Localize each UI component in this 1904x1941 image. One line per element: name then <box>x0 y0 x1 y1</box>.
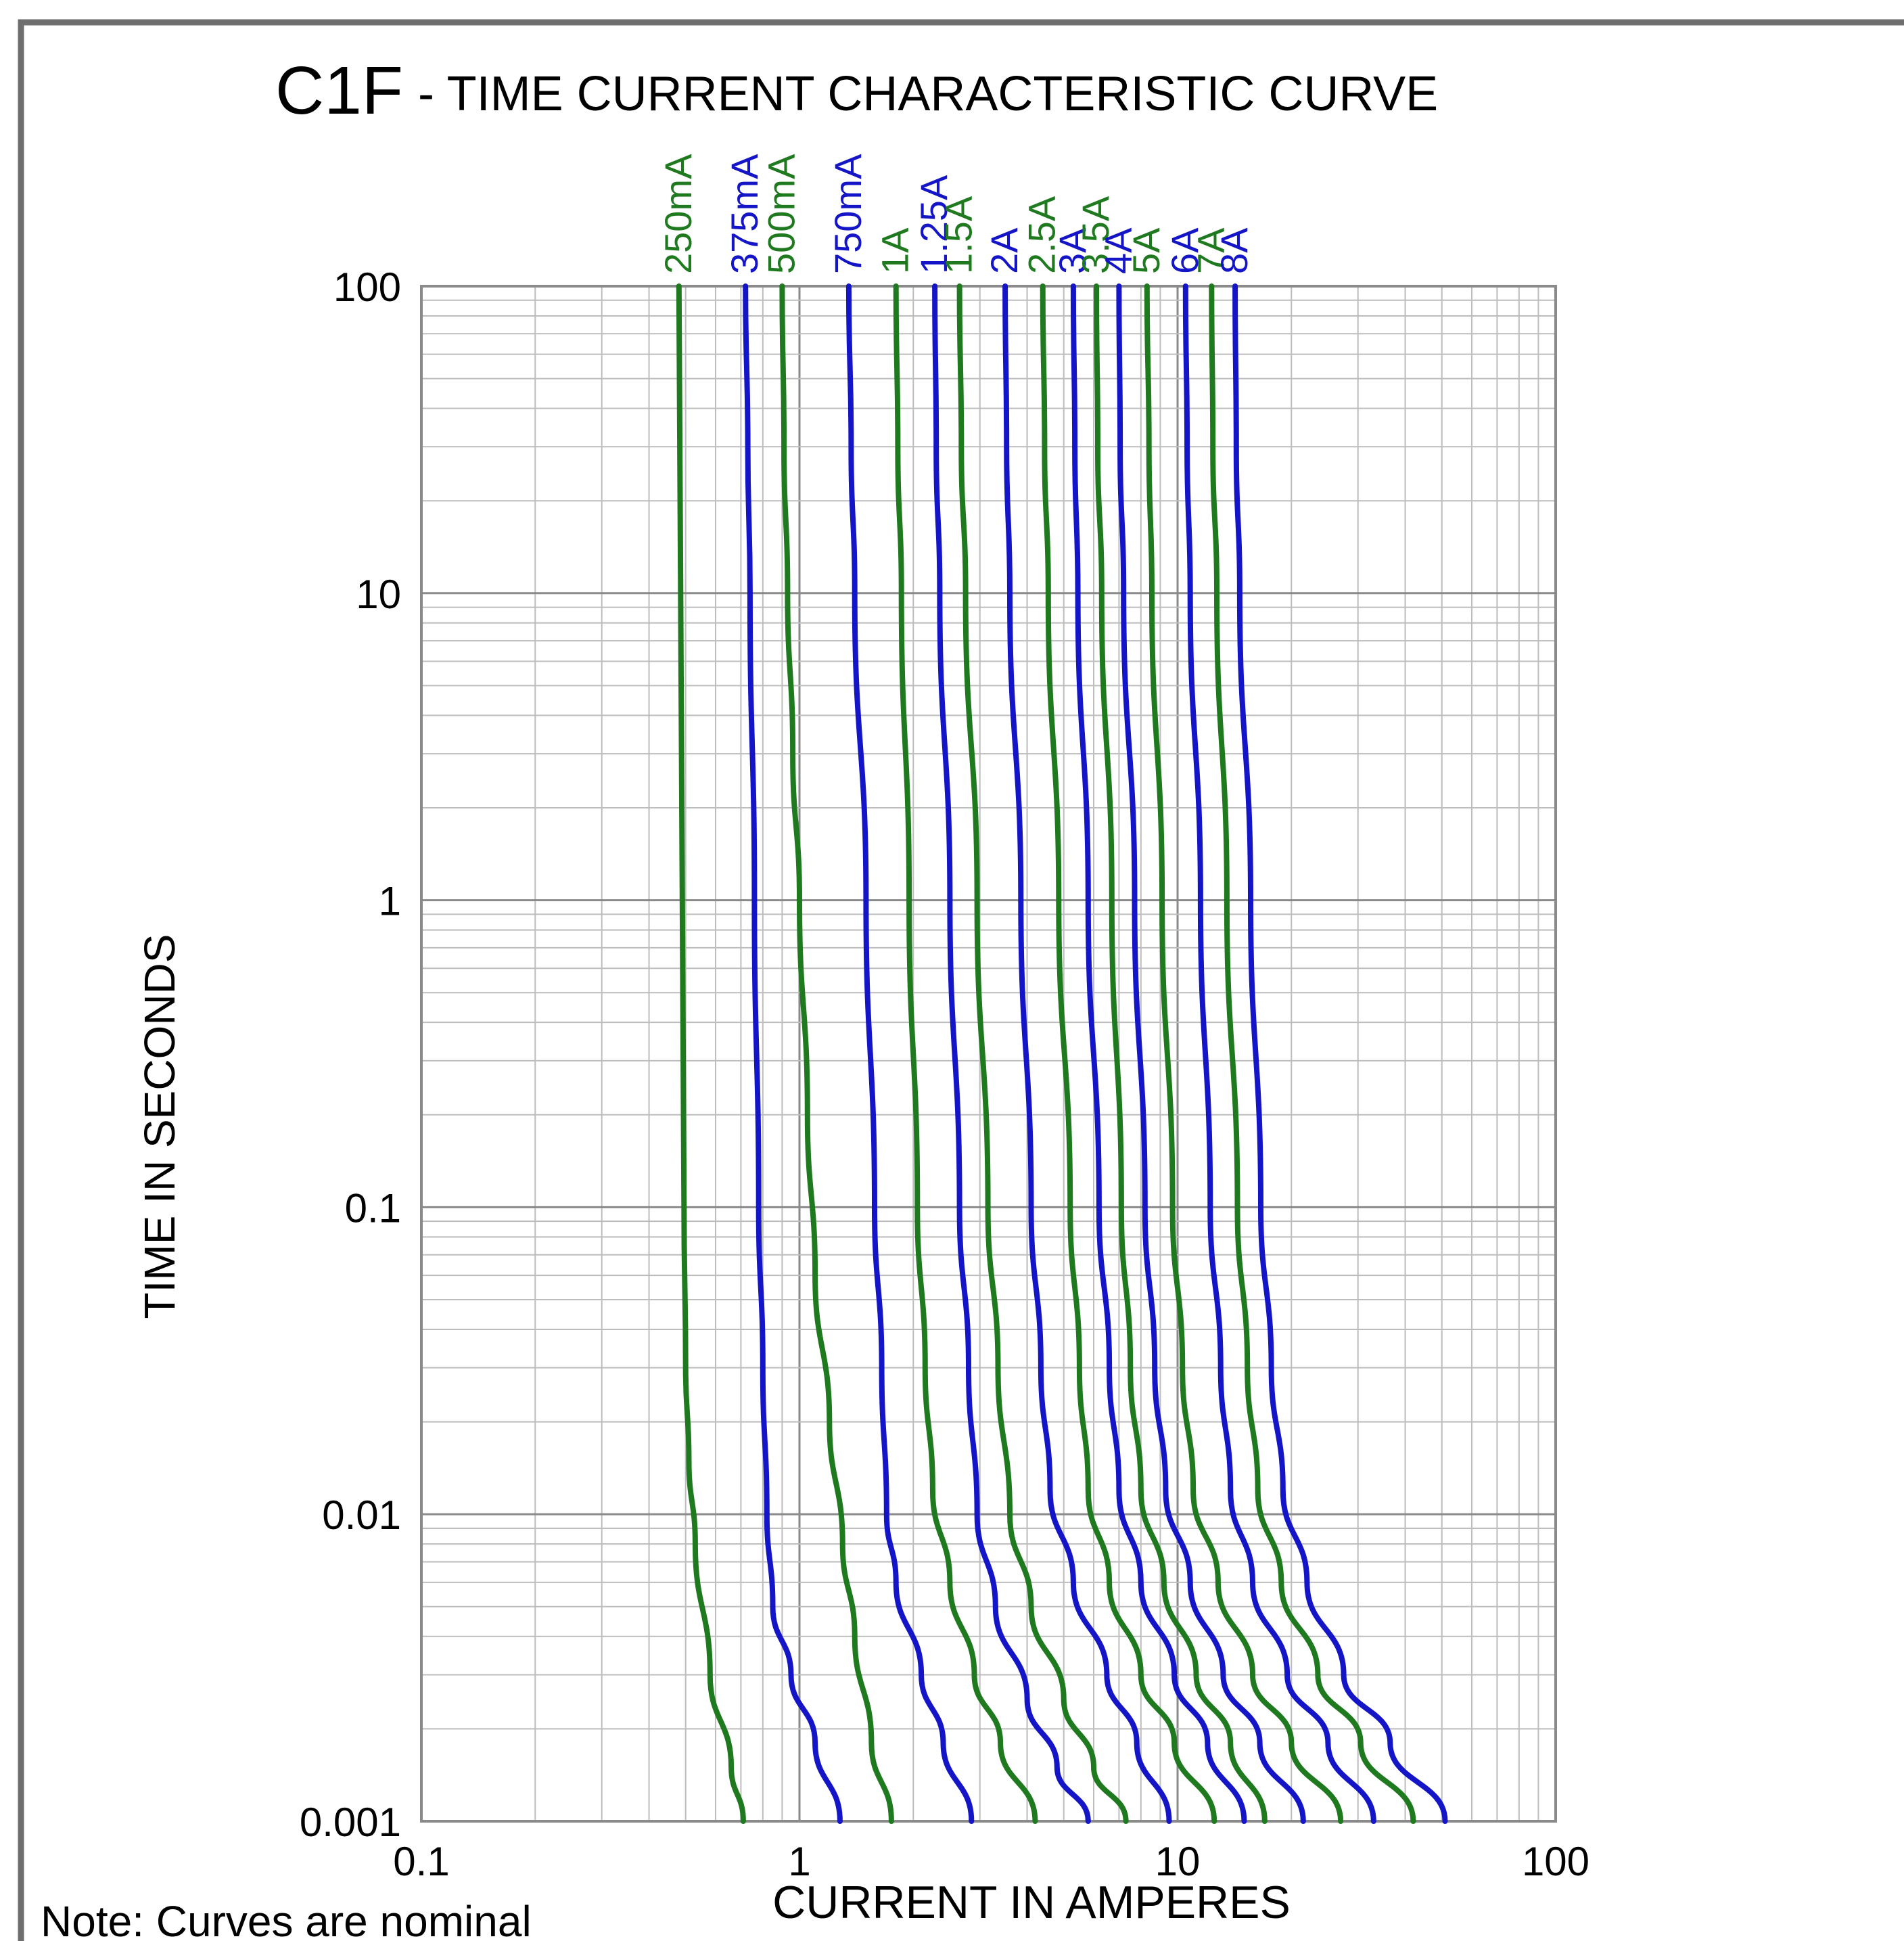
curve-500mA <box>779 283 894 1824</box>
curve-3A <box>1070 283 1247 1824</box>
curve-250mA <box>676 283 746 1824</box>
series-label-250mA: 250mA <box>657 154 699 274</box>
y-tick-label: 0.1 <box>345 1185 401 1231</box>
curve-375mA <box>743 283 843 1824</box>
series-label-8A: 8A <box>1213 227 1255 274</box>
outer-frame <box>18 19 1904 1941</box>
series-label-500mA: 500mA <box>760 154 802 274</box>
series-label-7A: 7A <box>1189 227 1232 274</box>
x-tick-labels: 0.1 1 10 100 <box>393 1839 1589 1884</box>
series-label-6A: 6A <box>1163 227 1206 274</box>
x-axis-label: CURRENT IN AMPERES <box>772 1877 1291 1928</box>
curve-8A <box>1232 283 1448 1824</box>
y-tick-labels: 100 10 1 0.1 0.01 0.001 <box>300 265 401 1845</box>
series-label-1.25A: 1.25A <box>912 175 955 274</box>
series-label-3A: 3A <box>1051 227 1094 274</box>
y-tick-label: 100 <box>333 265 401 310</box>
chart-title: - TIME CURRENT CHARACTERISTIC CURVE <box>418 67 1438 121</box>
x-tick-label: 1 <box>788 1839 810 1884</box>
series-label-5A: 5A <box>1125 227 1167 274</box>
y-tick-label: 0.01 <box>322 1492 401 1538</box>
series-label-1.5A: 1.5A <box>937 196 980 274</box>
curve-750mA <box>845 283 975 1824</box>
series-label-1A: 1A <box>874 227 916 274</box>
y-tick-label: 0.001 <box>300 1800 401 1845</box>
curve-1A <box>893 283 1038 1824</box>
series-label-3.5A: 3.5A <box>1074 196 1117 274</box>
series-label-750mA: 750mA <box>827 154 869 274</box>
curve-1.5A <box>956 283 1129 1824</box>
curve-4A <box>1116 283 1306 1824</box>
series-label-2.5A: 2.5A <box>1021 196 1063 274</box>
grid-layer <box>420 286 1556 1823</box>
curve-2A <box>1002 283 1172 1824</box>
note-text: Note: Curves are nominal <box>41 1897 532 1941</box>
x-tick-label: 10 <box>1155 1839 1201 1884</box>
curve-2.5A <box>1040 283 1217 1824</box>
y-tick-label: 1 <box>379 879 401 924</box>
y-tick-label: 10 <box>356 572 401 617</box>
series-label-4A: 4A <box>1096 227 1139 274</box>
curves-layer <box>676 283 1448 1824</box>
plot-frame <box>420 285 1557 1823</box>
chart-model: C1F <box>275 53 403 129</box>
curve-5A <box>1144 283 1344 1824</box>
series-label-375mA: 375mA <box>723 154 766 274</box>
x-tick-label: 0.1 <box>393 1839 449 1884</box>
series-label-2A: 2A <box>983 227 1025 274</box>
curve-1.25A <box>932 283 1091 1824</box>
curve-3.5A <box>1094 283 1268 1824</box>
x-tick-label: 100 <box>1522 1839 1589 1884</box>
curve-6A <box>1182 283 1376 1824</box>
y-axis-label: TIME IN SECONDS <box>135 934 184 1319</box>
curve-7A <box>1209 283 1416 1824</box>
